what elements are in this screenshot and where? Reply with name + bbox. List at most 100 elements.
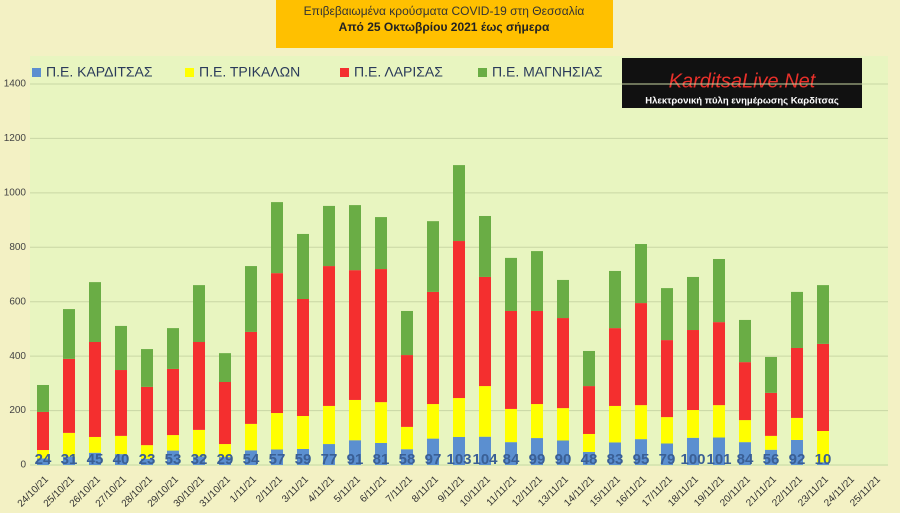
bar-segment: [401, 449, 413, 465]
bar-segment: [115, 370, 127, 436]
legend-label: Π.Ε. ΜΑΓΝΗΣΙΑΣ: [492, 64, 603, 80]
bar-segment: [245, 266, 257, 332]
bar-segment: [479, 386, 491, 437]
bar-segment: [375, 269, 387, 403]
bar-segment: [141, 458, 153, 465]
bar-segment: [635, 303, 647, 406]
bar-segment: [271, 449, 283, 465]
bar-segment: [531, 310, 543, 405]
bar-segment: [297, 233, 309, 299]
title-box: [276, 0, 613, 48]
data-label: 91: [347, 451, 364, 468]
data-label: 56: [763, 451, 780, 468]
bar-segment: [37, 411, 49, 451]
bar-segment: [583, 350, 595, 387]
bar-segment: [583, 386, 595, 434]
bar-segment: [427, 404, 439, 439]
bar-segment: [141, 349, 153, 387]
data-label: 24: [35, 451, 52, 468]
data-label: 84: [737, 451, 754, 468]
data-label: 32: [191, 451, 208, 468]
bar-segment: [635, 244, 647, 304]
legend-marker: [478, 68, 487, 77]
bar-segment: [505, 408, 517, 443]
data-label: 57: [269, 451, 286, 468]
bar-segment: [687, 410, 699, 438]
y-tick-label: 1000: [4, 187, 27, 198]
bar-segment: [765, 449, 777, 465]
bar-segment: [219, 457, 231, 465]
data-label: 31: [61, 451, 78, 468]
bar-segment: [167, 368, 179, 436]
bar-segment: [505, 257, 517, 311]
y-tick-label: 400: [9, 351, 26, 362]
bar-segment: [89, 452, 101, 465]
y-tick-label: 1400: [4, 79, 27, 90]
bar-segment: [531, 404, 543, 439]
bar-segment: [115, 435, 127, 455]
bar-segment: [89, 436, 101, 453]
bar-segment: [791, 291, 803, 348]
bar-segment: [63, 358, 75, 433]
bar-segment: [245, 331, 257, 424]
bar-segment: [453, 241, 465, 399]
bar-segment: [557, 318, 569, 409]
bar-segment: [453, 398, 465, 437]
bar-segment: [583, 433, 595, 452]
bar-segment: [89, 282, 101, 342]
bar-segment: [141, 445, 153, 459]
data-label: 10: [815, 451, 832, 468]
bar-segment: [453, 165, 465, 242]
bar-segment: [765, 356, 777, 393]
data-label: 83: [607, 451, 624, 468]
bar-segment: [297, 416, 309, 449]
data-label: 100: [680, 451, 705, 468]
bar-segment: [557, 279, 569, 319]
bar-segment: [193, 285, 205, 342]
bar-segment: [375, 217, 387, 270]
legend-marker: [340, 68, 349, 77]
bar-segment: [687, 276, 699, 331]
chart-title: Επιβεβαιωμένα κρούσματα COVID-19 στη Θεσ…: [304, 4, 585, 18]
bar-segment: [635, 405, 647, 440]
bar-segment: [817, 430, 829, 463]
bar-segment: [141, 386, 153, 446]
bar-segment: [505, 310, 517, 409]
bar-segment: [687, 330, 699, 411]
bar-segment: [349, 270, 361, 400]
bar-segment: [609, 405, 621, 443]
bar-segment: [583, 451, 595, 465]
bar-segment: [505, 442, 517, 465]
bar-segment: [609, 328, 621, 406]
bar-segment: [531, 251, 543, 311]
data-label: 97: [425, 451, 442, 468]
bar-segment: [115, 325, 127, 371]
data-label: 84: [503, 451, 520, 468]
data-label: 54: [243, 451, 260, 468]
bar-segment: [609, 270, 621, 329]
legend-label: Π.Ε. ΤΡΙΚΑΛΩΝ: [199, 64, 300, 80]
bar-segment: [37, 450, 49, 459]
logo-text: KarditsaLive.Net: [669, 70, 817, 92]
bar-segment: [609, 442, 621, 465]
bar-segment: [479, 215, 491, 277]
bar-segment: [401, 310, 413, 356]
bar-segment: [37, 384, 49, 412]
bar-segment: [63, 309, 75, 359]
y-tick-label: 1200: [4, 133, 27, 144]
data-label: 45: [87, 451, 104, 468]
bar-segment: [479, 276, 491, 387]
bar-segment: [219, 381, 231, 445]
bar-segment: [89, 341, 101, 437]
chart-subtitle: Από 25 Οκτωβρίου 2021 έως σήμερα: [339, 20, 550, 34]
bar-segment: [349, 205, 361, 271]
data-label: 81: [373, 451, 390, 468]
bar-segment: [713, 322, 725, 406]
bar-segment: [479, 436, 491, 465]
data-label: 58: [399, 451, 416, 468]
bar-segment: [531, 438, 543, 465]
bar-segment: [349, 440, 361, 465]
bar-segment: [375, 442, 387, 465]
bar-segment: [713, 258, 725, 323]
bar-segment: [37, 458, 49, 465]
